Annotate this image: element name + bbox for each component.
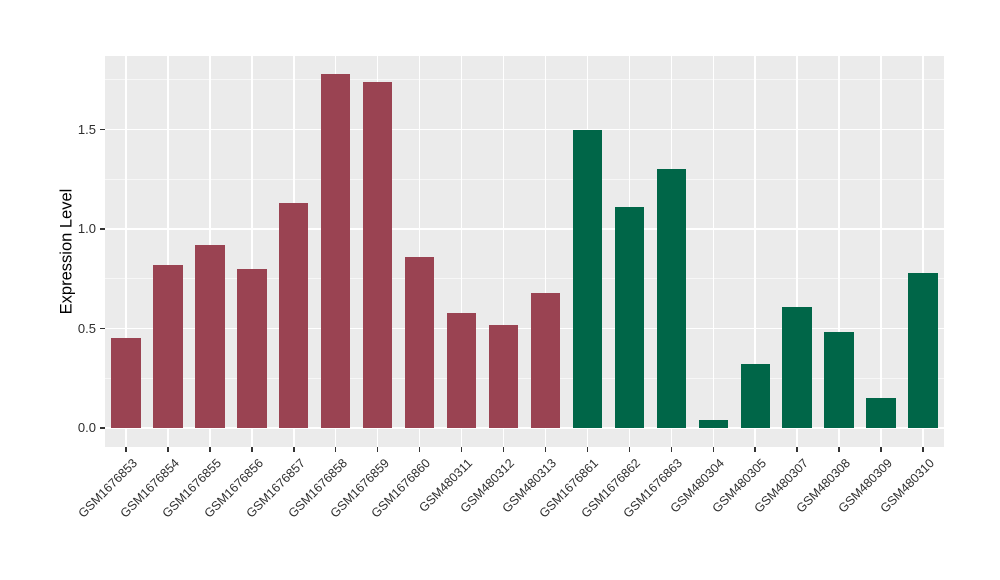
y-tick-mark (100, 427, 105, 429)
bar-GSM1676863 (656, 169, 686, 428)
x-tick-mark (544, 447, 547, 452)
bar-GSM1676856 (237, 268, 267, 428)
gridline-x (167, 56, 169, 447)
bar-GSM1676854 (153, 264, 183, 428)
gridline-minor-y (105, 278, 944, 280)
x-tick-mark (293, 447, 295, 452)
gridline-major-y (105, 327, 944, 330)
bar-GSM480307 (782, 306, 812, 428)
x-tick-mark (502, 447, 505, 452)
y-tick-label: 1.5 (77, 121, 96, 137)
bar-GSM1676855 (195, 244, 225, 428)
bar-GSM1676861 (572, 129, 603, 428)
x-tick-mark (670, 447, 673, 452)
gridline-major-y (105, 427, 944, 429)
x-tick-mark (334, 447, 337, 452)
gridline-x (880, 56, 882, 447)
x-tick-mark (586, 447, 589, 452)
bar-GSM1676858 (321, 73, 351, 428)
y-tick-mark (100, 327, 105, 330)
gridline-x (460, 56, 463, 447)
gridline-x (712, 56, 715, 447)
y-axis-title-text: Expression Level (57, 188, 76, 315)
plot-panel (105, 56, 944, 447)
gridline-x (754, 56, 756, 447)
gridline-x (125, 56, 127, 447)
gridline-major-y (105, 128, 944, 131)
x-tick-mark (712, 447, 715, 452)
gridline-x (502, 56, 505, 447)
bar-GSM1676853 (111, 338, 141, 428)
gridline-x (251, 56, 253, 447)
bar-GSM480305 (740, 364, 770, 428)
x-tick-mark (376, 447, 379, 452)
y-tick-mark (100, 128, 105, 131)
gridline-minor-y (105, 377, 944, 379)
y-tick-label: 1.0 (77, 221, 96, 236)
bar-GSM480310 (908, 272, 938, 428)
x-tick-mark (125, 447, 127, 452)
y-tick-mark (100, 228, 105, 230)
bar-GSM1676860 (404, 256, 435, 428)
x-tick-mark (460, 447, 463, 452)
bar-GSM480308 (824, 332, 854, 428)
bar-GSM480304 (698, 420, 728, 428)
bar-GSM1676859 (362, 81, 393, 428)
x-tick-mark (796, 447, 798, 452)
y-tick-label: 0.0 (77, 420, 96, 435)
x-tick-mark (628, 447, 631, 452)
x-tick-mark (167, 447, 169, 452)
gridline-x (418, 56, 421, 447)
y-axis-title: Expression Level (56, 56, 78, 447)
x-tick-mark (418, 447, 421, 452)
bar-GSM1676857 (279, 203, 309, 428)
gridline-x (922, 56, 924, 447)
gridline-x (796, 56, 798, 447)
gridline-major-y (105, 228, 944, 230)
x-tick-mark (251, 447, 253, 452)
gridline-minor-y (105, 178, 944, 180)
bar-GSM480312 (488, 324, 519, 428)
x-tick-mark (838, 447, 840, 452)
bar-GSM480309 (866, 398, 896, 428)
y-tick-label: 0.5 (77, 320, 96, 336)
x-tick-mark (922, 447, 924, 452)
x-tick-mark (880, 447, 882, 452)
gridline-minor-y (105, 79, 944, 81)
gridline-x (544, 56, 547, 447)
x-tick-mark (209, 447, 211, 452)
x-tick-mark (754, 447, 756, 452)
bar-GSM1676862 (614, 207, 645, 428)
gridline-x (838, 56, 840, 447)
bar-GSM480311 (446, 312, 477, 428)
bar-GSM480313 (530, 292, 561, 428)
